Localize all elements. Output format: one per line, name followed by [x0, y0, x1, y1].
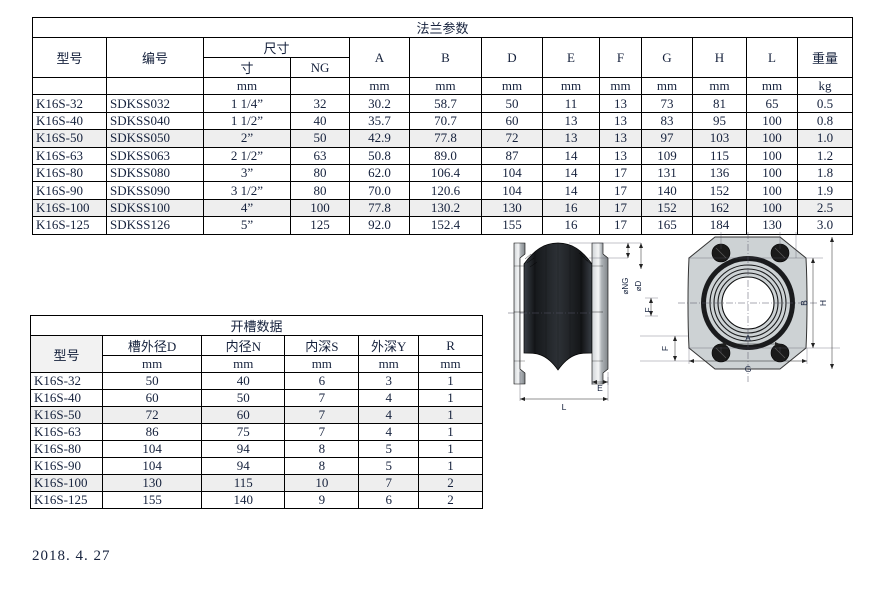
svg-text:H: H	[818, 300, 828, 306]
svg-text:L: L	[562, 402, 567, 412]
svg-text:⌀D: ⌀D	[634, 280, 643, 291]
svg-text:E: E	[597, 383, 603, 393]
svg-text:F: F	[643, 307, 653, 312]
svg-text:G: G	[745, 364, 752, 374]
svg-text:A: A	[745, 333, 751, 343]
svg-text:B: B	[799, 300, 809, 306]
svg-text:F: F	[660, 346, 670, 351]
svg-text:⌀NG: ⌀NG	[621, 278, 630, 295]
